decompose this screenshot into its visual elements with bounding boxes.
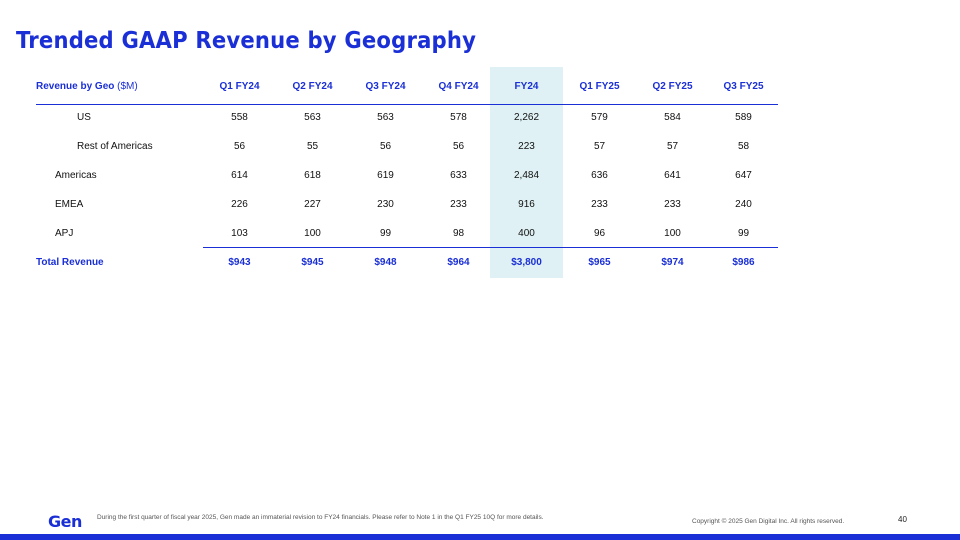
header-label-text: Revenue by Geo	[36, 81, 115, 92]
row-label: APJ	[55, 228, 74, 239]
table-row: APJ 103 100 99 98 400 96 100 99	[36, 219, 778, 248]
table-cell: 584	[664, 112, 681, 123]
table-cell: 558	[231, 112, 248, 123]
row-label: Total Revenue	[36, 257, 104, 268]
table-cell: 223	[518, 141, 535, 152]
copyright-text: Copyright © 2025 Gen Digital Inc. All ri…	[692, 518, 845, 525]
column-header: Q2 FY25	[652, 81, 693, 92]
table-cell: 563	[304, 112, 321, 123]
table-cell: 240	[735, 199, 752, 210]
table-cell: 56	[233, 141, 246, 152]
column-header: Q3 FY24	[365, 81, 406, 92]
table-cell: 233	[450, 199, 467, 210]
total-row: Total Revenue $943 $945 $948 $964 $3,800 $965 $…	[36, 248, 778, 277]
table-cell: 641	[664, 170, 681, 181]
table-cell: 563	[377, 112, 394, 123]
column-header: Q1 FY24	[219, 81, 260, 92]
table-cell: 2,262	[513, 112, 540, 123]
page-title: Trended GAAP Revenue by Geography	[16, 28, 477, 54]
table-cell: $3,800	[511, 257, 542, 268]
header-label: Revenue by Geo ($M)	[36, 72, 196, 101]
table-cell: 579	[591, 112, 608, 123]
table-cell: 103	[231, 228, 248, 239]
table-cell: 56	[452, 141, 465, 152]
footnote: During the first quarter of fiscal year …	[97, 514, 544, 521]
table-cell: 57	[593, 141, 606, 152]
table-cell: $943	[228, 257, 251, 268]
page-number: 40	[898, 515, 907, 524]
bottom-accent-bar	[0, 534, 960, 540]
table-cell: 618	[304, 170, 321, 181]
table-cell: 55	[306, 141, 319, 152]
table-cell: 100	[664, 228, 681, 239]
table-cell: 633	[450, 170, 467, 181]
table-cell: 58	[737, 141, 750, 152]
table-cell: $974	[661, 257, 684, 268]
table-cell: 636	[591, 170, 608, 181]
column-header: Q4 FY24	[438, 81, 479, 92]
table-cell: 647	[735, 170, 752, 181]
total-divider	[203, 247, 778, 248]
table-cell: 233	[591, 199, 608, 210]
table-cell: $964	[447, 257, 470, 268]
table-cell: 233	[664, 199, 681, 210]
row-label: US	[77, 112, 91, 123]
table-cell: $965	[588, 257, 611, 268]
table-cell: 400	[518, 228, 535, 239]
row-label: Rest of Americas	[77, 141, 153, 152]
table-cell: 230	[377, 199, 394, 210]
row-label: EMEA	[55, 199, 84, 210]
column-header: Q1 FY25	[579, 81, 620, 92]
table-cell: 100	[304, 228, 321, 239]
table-cell: 614	[231, 170, 248, 181]
table-row: EMEA 226 227 230 233 916 233 233 240	[36, 190, 778, 219]
fy24-column-highlight	[490, 67, 563, 278]
table-row: Rest of Americas 56 55 56 56 223 57 57 58	[36, 132, 778, 161]
table-cell: 99	[379, 228, 392, 239]
column-header: FY24	[514, 81, 539, 92]
table-cell: 619	[377, 170, 394, 181]
gen-logo: Gen	[48, 512, 82, 531]
table-cell: $948	[374, 257, 397, 268]
table-cell: 57	[666, 141, 679, 152]
table-cell: $945	[301, 257, 324, 268]
table-cell: 226	[231, 199, 248, 210]
table-cell: 96	[593, 228, 606, 239]
table-cell: $986	[732, 257, 755, 268]
table-header-row: Revenue by Geo ($M) Q1 FY24 Q2 FY24 Q3 F…	[36, 72, 778, 101]
row-label: Americas	[55, 170, 97, 181]
table-row: Americas 614 618 619 633 2,484 636 641 647	[36, 161, 778, 190]
table-cell: 578	[450, 112, 467, 123]
table-row: US 558 563 563 578 2,262 579 584 589	[36, 103, 778, 132]
table-cell: 916	[518, 199, 535, 210]
table-cell: 227	[304, 199, 321, 210]
table-cell: 56	[379, 141, 392, 152]
table-cell: 98	[452, 228, 465, 239]
table-cell: 99	[737, 228, 750, 239]
header-divider	[36, 104, 778, 105]
column-header: Q3 FY25	[723, 81, 764, 92]
table-cell: 589	[735, 112, 752, 123]
column-header: Q2 FY24	[292, 81, 333, 92]
table-cell: 2,484	[513, 170, 540, 181]
header-unit: ($M)	[114, 81, 138, 92]
